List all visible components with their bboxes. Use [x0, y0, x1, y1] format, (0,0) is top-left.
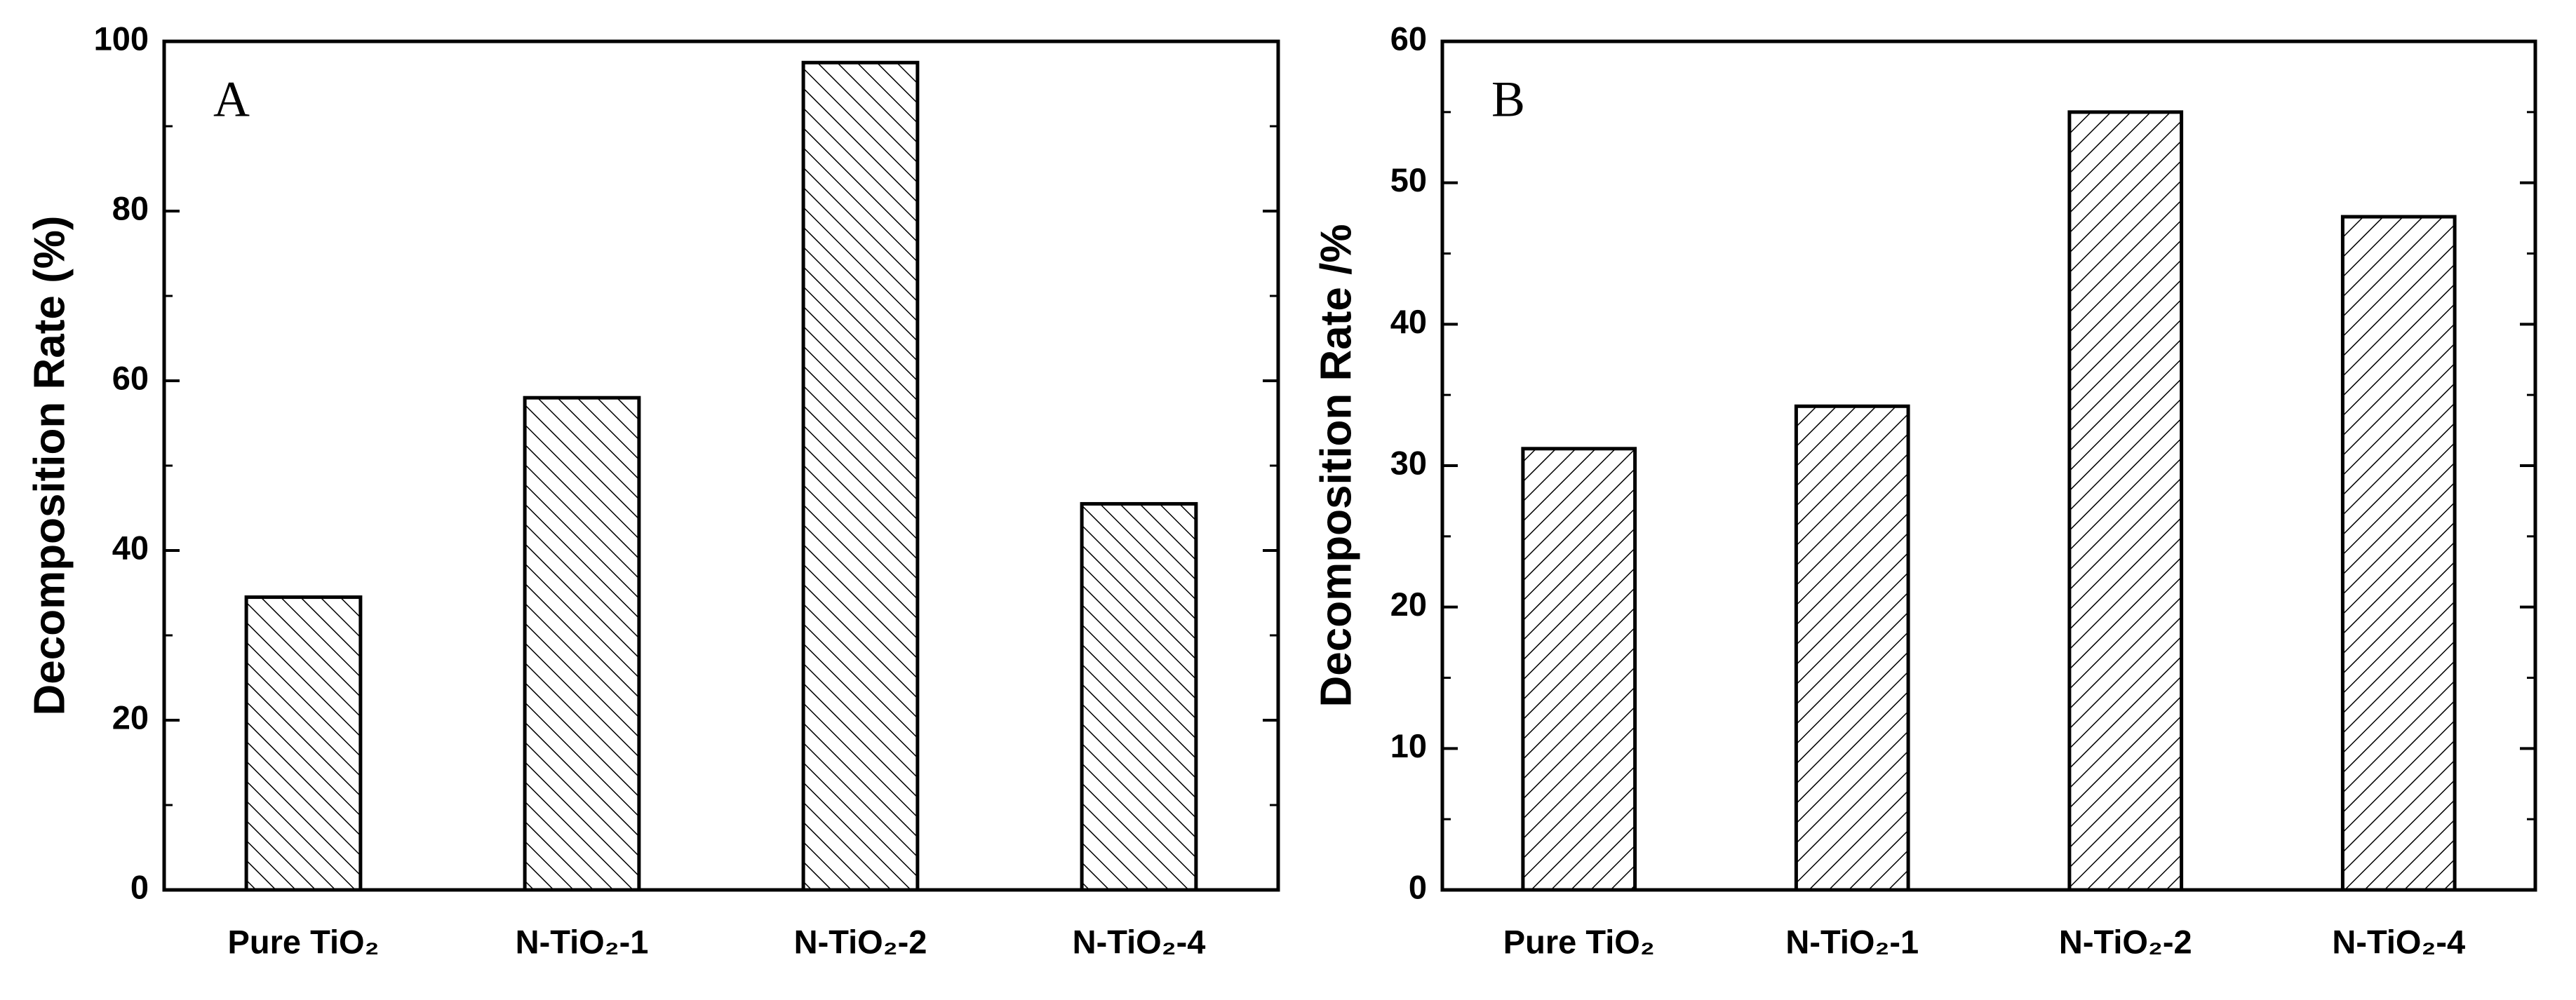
x-tick-label: N-TiO₂-1: [516, 923, 649, 960]
y-tick-label: 0: [1409, 868, 1427, 905]
x-tick-label: Pure TiO₂: [228, 923, 380, 960]
y-tick-label: 80: [112, 189, 149, 227]
y-tick-label: 60: [1390, 20, 1427, 57]
x-tick-label: N-TiO₂-4: [1073, 923, 1206, 960]
panel-label: B: [1491, 72, 1525, 128]
y-tick-label: 100: [94, 20, 149, 57]
chart-panel: Pure TiO₂ N-TiO₂-1 N-TiO₂-2 N-TiO₂-4 0 10 20 30…: [1312, 20, 2537, 960]
y-axis-label: Decomposition Rate /%: [1312, 224, 1360, 708]
bar: [244, 595, 363, 892]
x-tick-label: Pure TiO₂: [1503, 923, 1655, 960]
bar: [1794, 404, 1910, 892]
y-tick-label: 20: [112, 698, 149, 736]
bar: [1080, 501, 1198, 892]
y-tick-label: 50: [1390, 161, 1427, 198]
bar: [1521, 447, 1637, 892]
bar: [523, 396, 641, 892]
panel-label: A: [213, 72, 250, 128]
y-tick-label: 0: [130, 868, 149, 905]
bar: [2067, 110, 2184, 892]
x-tick-label: N-TiO₂-2: [2059, 923, 2192, 960]
bar: [2340, 215, 2457, 892]
y-tick-label: 30: [1390, 444, 1427, 481]
y-tick-label: 10: [1390, 727, 1427, 764]
bar: [801, 60, 920, 892]
chart-panel: Pure TiO₂ N-TiO₂-1 N-TiO₂-2 N-TiO₂-4 0 20 40 60…: [25, 20, 1280, 960]
plot-frame: [162, 39, 1280, 892]
y-tick-label: 40: [112, 529, 149, 566]
x-tick-label: N-TiO₂-4: [2332, 923, 2465, 960]
x-tick-label: N-TiO₂-1: [1785, 923, 1919, 960]
plot-frame: [1440, 39, 2537, 892]
y-axis-label: Decomposition Rate (%): [25, 215, 74, 715]
y-tick-label: 60: [112, 359, 149, 396]
x-tick-label: N-TiO₂-2: [794, 923, 927, 960]
y-tick-label: 20: [1390, 586, 1427, 623]
y-tick-label: 40: [1390, 303, 1427, 340]
